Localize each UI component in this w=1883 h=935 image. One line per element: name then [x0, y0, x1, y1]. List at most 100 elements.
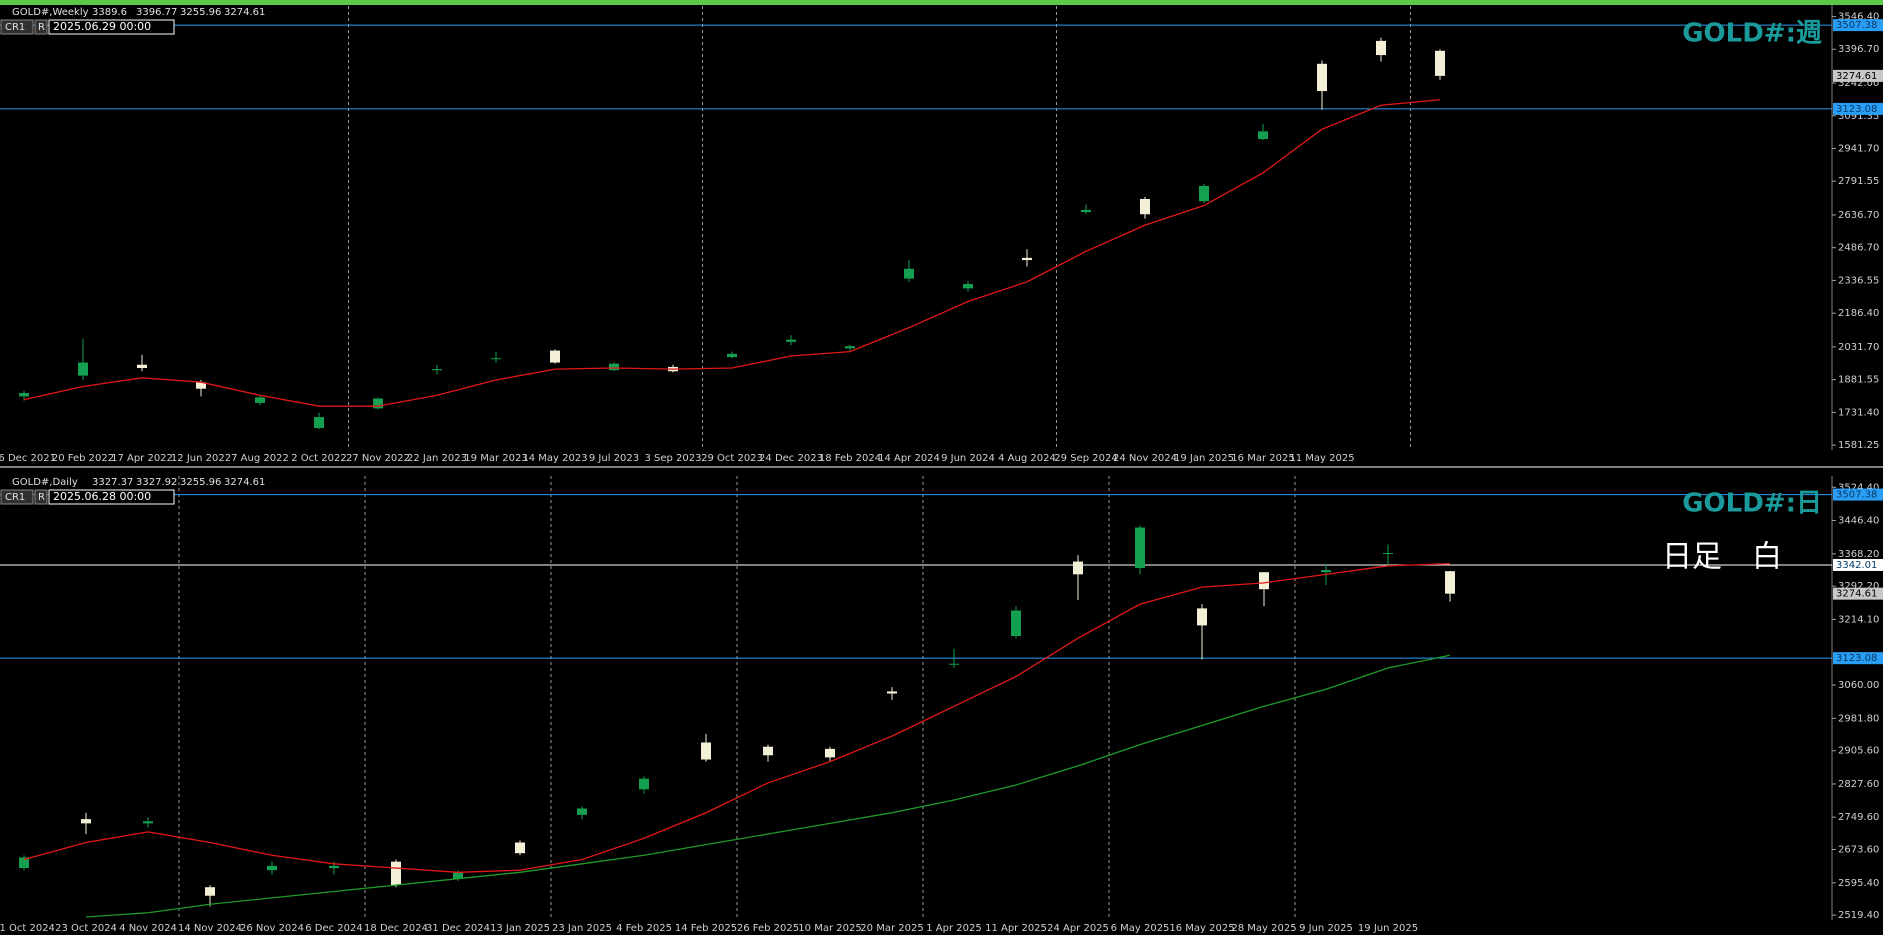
- x-tick-label: 11 Oct 2024: [0, 923, 55, 934]
- candle-body: [515, 842, 525, 854]
- header-low: 3255.96: [180, 7, 221, 18]
- y-tick-label: 2827.60: [1838, 779, 1879, 790]
- y-tick-label: 2905.60: [1838, 746, 1879, 757]
- candle-body: [453, 872, 463, 879]
- y-tick-label: 3396.70: [1838, 44, 1879, 55]
- y-tick-label: 1581.25: [1838, 440, 1879, 451]
- chart-title: GOLD#:日: [1682, 489, 1822, 519]
- level-box: [1833, 19, 1883, 32]
- header-high: 3327.92: [136, 477, 177, 488]
- level-label: 3342.01: [1836, 560, 1877, 571]
- y-tick-label: 2186.40: [1838, 308, 1879, 319]
- header-symbol: GOLD#,Weekly: [12, 7, 89, 18]
- x-tick-label: 14 Nov 2024: [178, 923, 242, 934]
- level-box: [1833, 652, 1883, 665]
- x-tick-label: 4 Feb 2025: [616, 923, 672, 934]
- y-tick-label: 2519.40: [1838, 910, 1879, 921]
- y-tick-label: 1731.40: [1838, 407, 1879, 418]
- price-label: 3274.61: [1836, 71, 1877, 82]
- candle-body: [143, 821, 153, 824]
- candle-body: [887, 691, 897, 694]
- candle-body: [701, 742, 711, 760]
- x-tick-label: 16 May 2025: [1169, 923, 1234, 934]
- x-tick-label: 19 Jun 2025: [1358, 923, 1418, 934]
- moving-average: [23, 563, 1451, 873]
- y-tick-label: 2636.70: [1838, 210, 1879, 221]
- price-box: [1833, 587, 1883, 600]
- candle-body: [763, 746, 773, 756]
- x-tick-label: 24 Apr 2025: [1047, 923, 1109, 934]
- candle-body: [577, 808, 587, 815]
- y-tick-label: 3242.00: [1838, 78, 1879, 89]
- date-box: [48, 19, 175, 35]
- x-tick-label: 11 May 2025: [1289, 453, 1354, 464]
- x-tick-label: 14 May 2023: [522, 453, 587, 464]
- header-open: 3327.37: [92, 477, 133, 488]
- price-label: 3274.61: [1836, 589, 1877, 600]
- header-high: 3396.77: [136, 7, 177, 18]
- candle-body: [727, 353, 737, 358]
- candle-body: [432, 369, 442, 371]
- x-tick-label: 29 Oct 2023: [701, 453, 763, 464]
- candle-body: [639, 778, 649, 790]
- candle-body: [81, 819, 91, 824]
- moving-average: [23, 99, 1441, 407]
- candle-body: [845, 346, 855, 349]
- y-tick-label: 3546.40: [1838, 12, 1879, 23]
- y-tick-label: 3446.40: [1838, 516, 1879, 527]
- x-tick-label: 18 Feb 2024: [819, 453, 881, 464]
- x-tick-label: 6 Dec 2024: [305, 923, 363, 934]
- candle-body: [1022, 257, 1032, 261]
- x-tick-label: 26 Dec 2021: [0, 453, 56, 464]
- x-tick-label: 4 Nov 2024: [119, 923, 177, 934]
- level-box: [1833, 102, 1883, 115]
- candle-body: [1435, 50, 1445, 76]
- candle-body: [1081, 209, 1091, 213]
- candle-body: [1011, 610, 1021, 637]
- x-tick-label: 29 Sep 2024: [1054, 453, 1117, 464]
- level-box: [1833, 488, 1883, 501]
- x-tick-label: 11 Apr 2025: [985, 923, 1047, 934]
- candle-body: [550, 350, 560, 363]
- candle-body: [904, 268, 914, 279]
- x-tick-label: 20 Feb 2022: [52, 453, 114, 464]
- x-tick-label: 18 Dec 2024: [364, 923, 428, 934]
- y-tick-label: 2981.80: [1838, 713, 1879, 724]
- header-symbol: GOLD#,Daily: [12, 477, 78, 488]
- x-tick-label: 1 Apr 2025: [926, 923, 981, 934]
- x-tick-label: 31 Dec 2024: [426, 923, 490, 934]
- candle-body: [19, 857, 29, 869]
- candle-body: [1317, 63, 1327, 92]
- candle-body: [491, 358, 501, 360]
- x-tick-label: 7 Aug 2022: [231, 453, 289, 464]
- y-tick-label: 2595.40: [1838, 878, 1879, 889]
- candle-body: [1321, 570, 1331, 573]
- y-tick-label: 2791.55: [1838, 176, 1879, 187]
- header-close: 3274.61: [224, 7, 265, 18]
- y-tick-label: 3060.00: [1838, 680, 1879, 691]
- moving-average: [85, 654, 1451, 918]
- button-box: [34, 19, 48, 35]
- x-tick-label: 3 Sep 2023: [644, 453, 701, 464]
- x-tick-label: 12 Jun 2022: [171, 453, 231, 464]
- candle-body: [963, 284, 973, 289]
- candle-body: [1258, 131, 1268, 140]
- x-tick-label: 24 Nov 2024: [1113, 453, 1177, 464]
- candle-body: [19, 393, 29, 397]
- y-tick-label: 2486.70: [1838, 243, 1879, 254]
- x-tick-label: 22 Jan 2023: [407, 453, 467, 464]
- candle-body: [1197, 608, 1207, 626]
- chart-title: GOLD#:週: [1682, 19, 1822, 49]
- x-tick-label: 28 May 2025: [1231, 923, 1296, 934]
- candle-body: [1135, 527, 1145, 568]
- x-tick-label: 9 Jul 2023: [589, 453, 639, 464]
- candle-body: [391, 861, 401, 886]
- price-box: [1833, 69, 1883, 82]
- candle-body: [825, 748, 835, 758]
- candle-body: [1383, 553, 1393, 555]
- candle-body: [949, 663, 959, 665]
- x-tick-label: 26 Nov 2024: [240, 923, 304, 934]
- candle-body: [205, 887, 215, 896]
